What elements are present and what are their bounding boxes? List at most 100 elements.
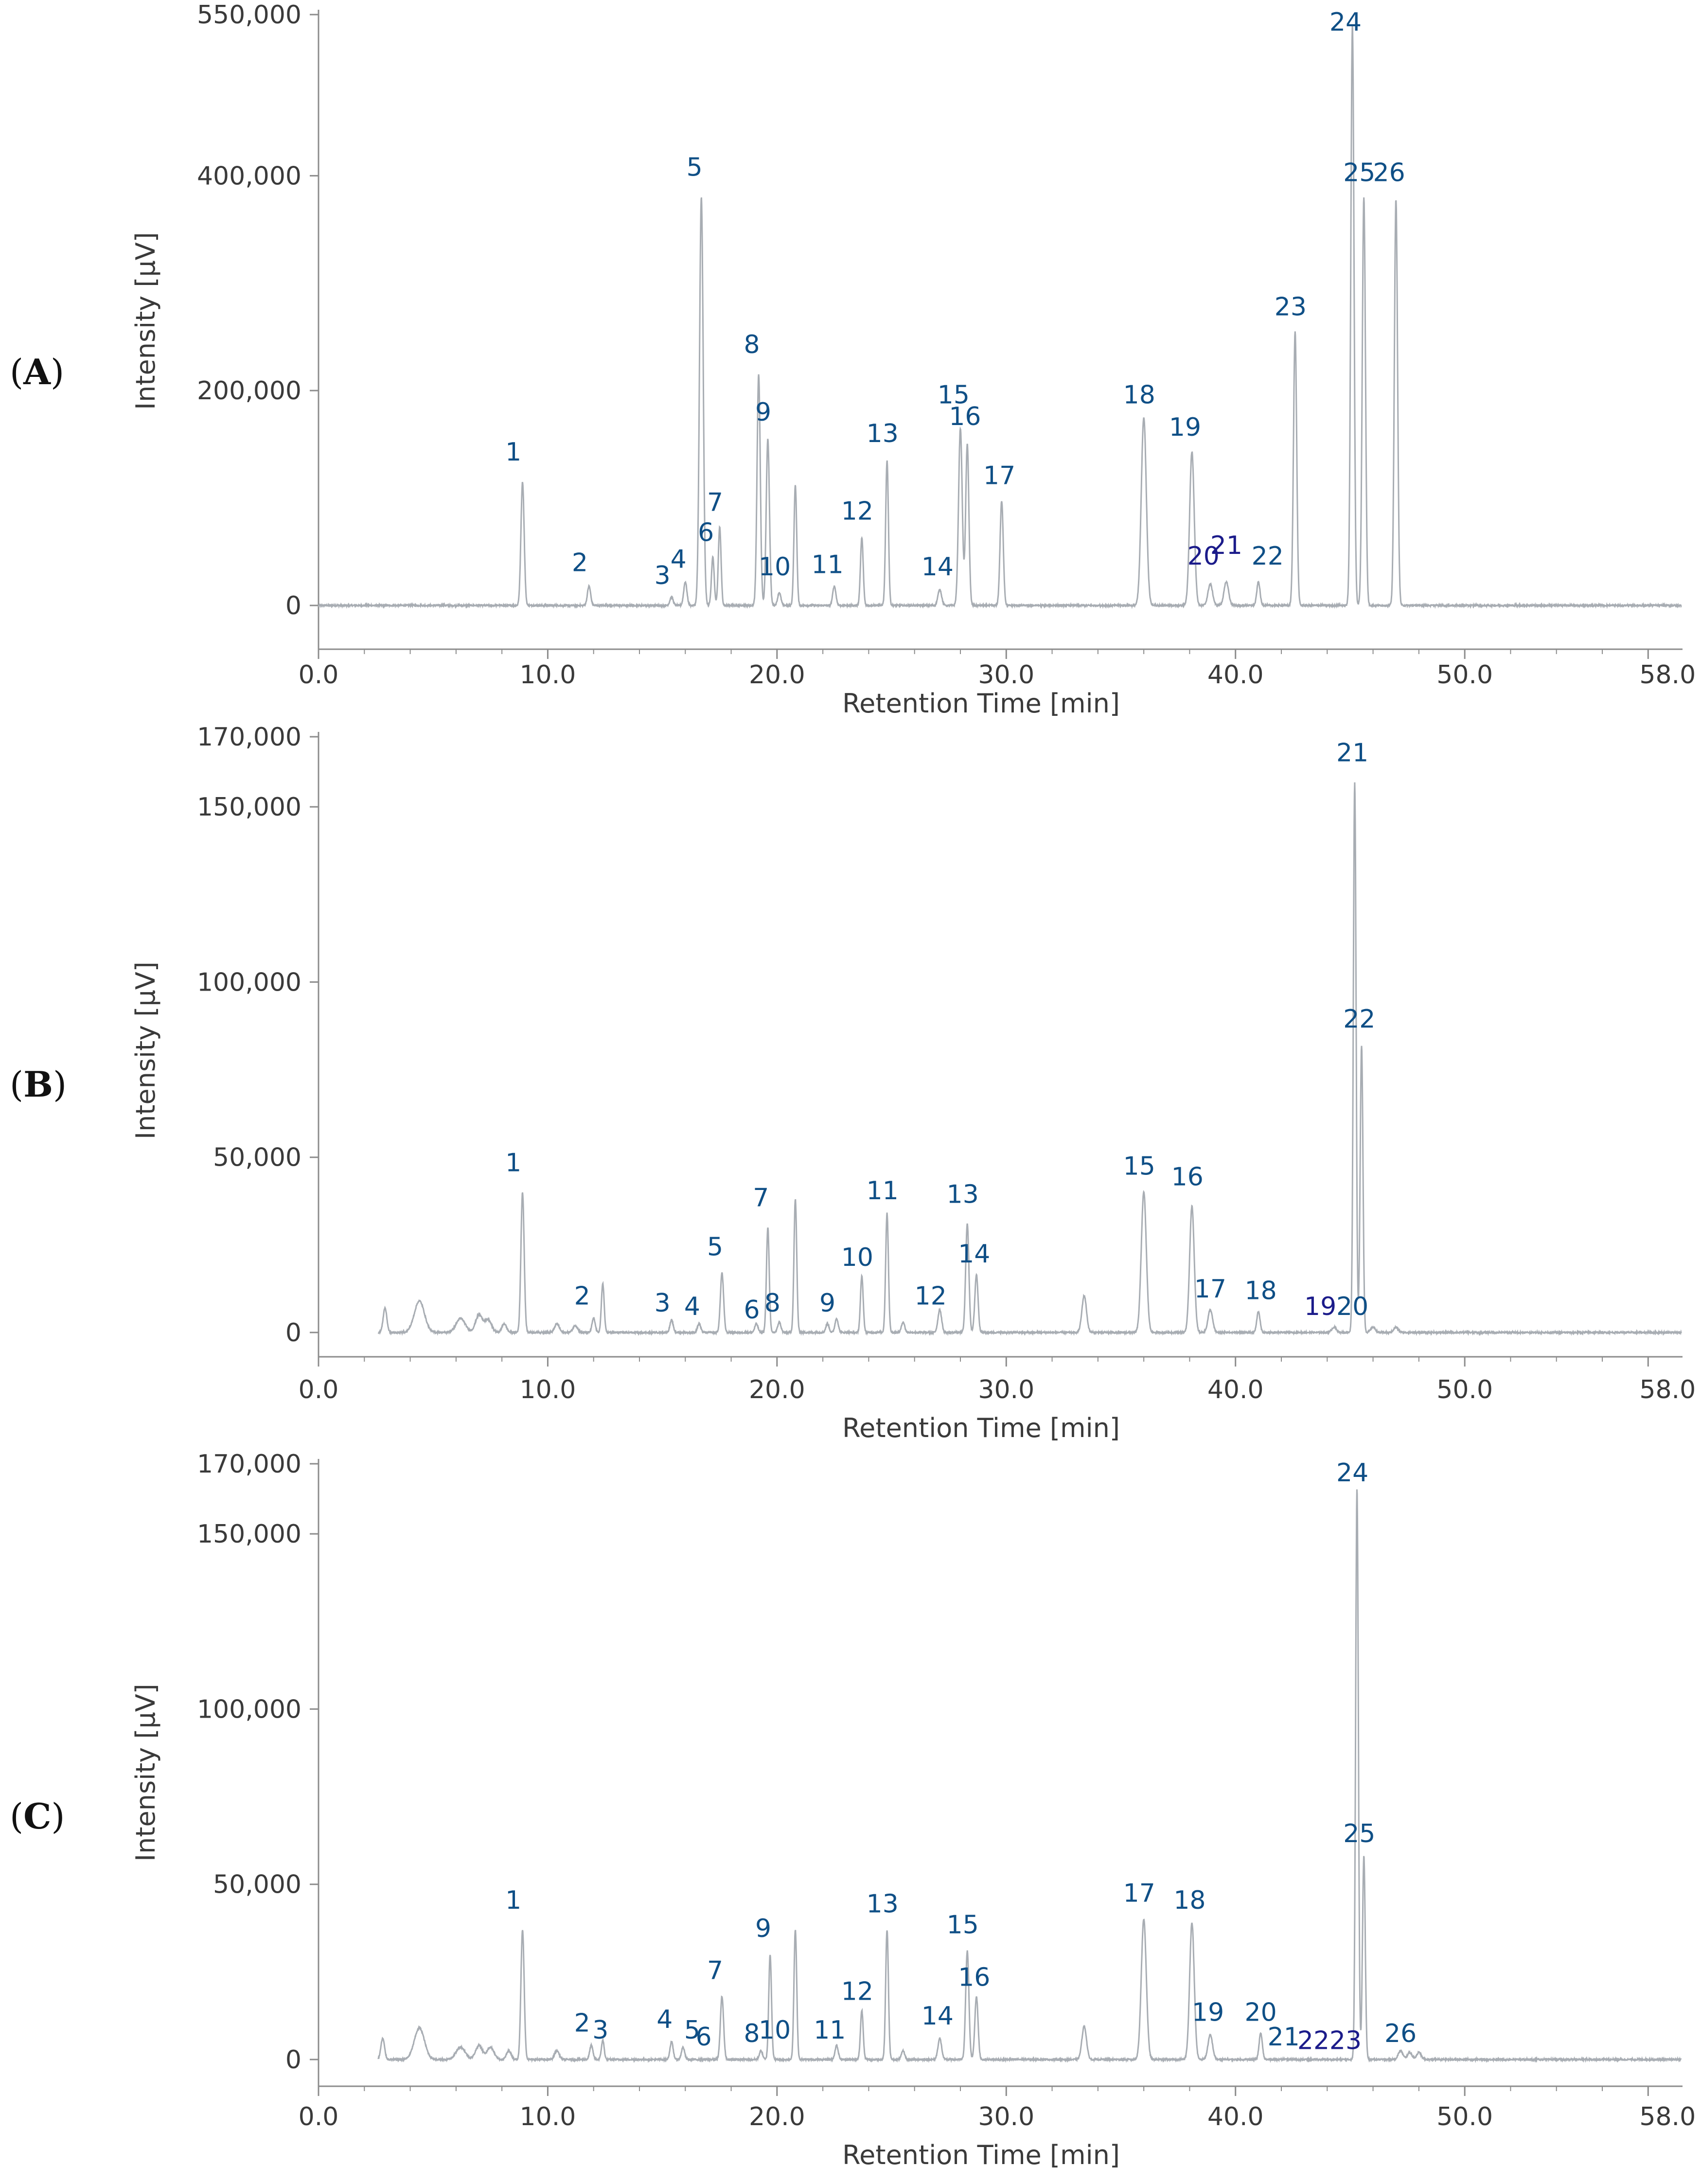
peak-label: 6 (744, 1296, 760, 1325)
peak-label: 7 (707, 1956, 723, 1985)
x-tick-label: 40.0 (1207, 2102, 1264, 2131)
x-tick-label: 0.0 (299, 2102, 339, 2131)
x-tick-label: 50.0 (1436, 1375, 1493, 1404)
peak-label: 23 (1329, 2026, 1362, 2055)
peak-label: 6 (695, 2023, 711, 2052)
chromatogram-panel-a: (A) 0 200,000 400,000 550,000 0.0 10.0 20.0 30.0… (10, 0, 1696, 719)
peak-label: 26 (1373, 158, 1405, 187)
peak-label: 16 (949, 402, 981, 431)
peak-label: 2 (572, 548, 588, 577)
y-tick-label: 200,000 (197, 376, 301, 406)
peak-label: 2 (574, 2008, 590, 2038)
peak-label: 10 (759, 2016, 791, 2045)
peak-label: 9 (755, 1914, 771, 1943)
peak-label: 22 (1297, 2026, 1329, 2055)
x-tick-label: 30.0 (978, 660, 1034, 690)
peak-label: 10 (759, 552, 791, 582)
peak-label: 19 (1169, 413, 1201, 442)
peak-label: 13 (867, 1889, 899, 1918)
peak-label: 26 (1384, 2019, 1417, 2048)
peak-label: 12 (915, 1281, 947, 1311)
chromatogram-panel-b: (B) 0 50,000 100,000 150,000 170,000 0.0 10.0 20… (10, 723, 1696, 1443)
peak-label: 11 (814, 2016, 846, 2045)
x-tick-label: 58.0 (1639, 660, 1696, 690)
peak-label: 18 (1123, 381, 1155, 410)
peak-label: 2 (574, 1281, 590, 1311)
peak-label: 8 (764, 1289, 780, 1318)
chromatogram-trace (377, 1489, 1682, 2063)
peak-label: 17 (983, 461, 1015, 490)
peak-label: 24 (1329, 8, 1362, 37)
peak-label: 20 (1336, 1292, 1368, 1321)
peak-label: 15 (947, 1911, 979, 1940)
peak-label: 18 (1244, 1277, 1276, 1306)
peak-label: 21 (1210, 531, 1242, 560)
x-tick-label: 20.0 (749, 2102, 805, 2131)
x-tick-label: 0.0 (299, 1375, 339, 1404)
peak-label: 25 (1343, 1819, 1375, 1848)
y-tick-label: 170,000 (197, 723, 301, 752)
x-tick-label: 40.0 (1207, 1375, 1264, 1404)
peak-label: 14 (958, 1240, 990, 1269)
x-tick-label: 58.0 (1639, 1375, 1696, 1404)
y-tick-label: 550,000 (197, 0, 301, 30)
peak-label: 1 (505, 1149, 521, 1178)
peak-label: 17 (1194, 1275, 1226, 1304)
x-tick-label: 10.0 (520, 2102, 576, 2131)
panel-label: (A) (10, 351, 64, 392)
peak-label: 16 (1171, 1162, 1204, 1191)
peak-label: 17 (1123, 1879, 1155, 1908)
panel-label: (B) (10, 1064, 67, 1105)
x-tick-label: 50.0 (1436, 2102, 1493, 2131)
x-axis-title: Retention Time [min] (842, 2140, 1120, 2170)
peak-label: 9 (819, 1289, 835, 1318)
x-tick-label: 0.0 (299, 660, 339, 690)
y-tick-label: 100,000 (197, 968, 301, 997)
chromatogram-trace (318, 25, 1682, 609)
y-tick-label: 150,000 (197, 793, 301, 822)
peak-label: 12 (841, 1977, 873, 2006)
peak-label: 4 (684, 1292, 700, 1321)
panel-label: (C) (10, 1795, 65, 1837)
peak-label: 19 (1304, 1292, 1336, 1321)
peak-label: 13 (867, 419, 899, 448)
peak-label: 4 (656, 2005, 673, 2034)
chromatogram-trace (377, 782, 1682, 1336)
peak-label: 5 (707, 1232, 723, 1261)
x-axis-title: Retention Time [min] (842, 688, 1120, 719)
peak-label: 15 (1123, 1152, 1155, 1181)
y-tick-label: 50,000 (213, 1870, 301, 1900)
peak-label: 5 (684, 2016, 700, 2045)
peak-label: 19 (1192, 1998, 1224, 2027)
x-axis-title: Retention Time [min] (842, 1413, 1120, 1443)
peak-label: 3 (592, 2016, 608, 2045)
peak-label: 24 (1336, 1458, 1368, 1488)
y-axis-title: Intensity [µV] (130, 1684, 161, 1862)
peak-label: 20 (1187, 542, 1220, 571)
x-tick-label: 30.0 (978, 2102, 1034, 2131)
x-tick-label: 20.0 (749, 1375, 805, 1404)
x-tick-label: 20.0 (749, 660, 805, 690)
peak-label: 14 (921, 2002, 954, 2031)
peak-label: 12 (841, 497, 873, 526)
peak-label: 3 (655, 561, 671, 590)
y-axis-title: Intensity [µV] (130, 961, 161, 1139)
y-tick-label: 170,000 (197, 1450, 301, 1479)
peak-label: 3 (655, 1289, 671, 1318)
peak-label: 20 (1244, 1998, 1276, 2027)
y-tick-label: 0 (285, 2045, 301, 2075)
peak-label: 23 (1275, 293, 1307, 322)
peak-label: 22 (1343, 1005, 1375, 1034)
peak-label: 7 (753, 1184, 769, 1213)
peak-label: 16 (958, 1963, 990, 1992)
chromatogram-panel-c: (C) 0 50,000 100,000 150,000 170,000 0.0 10.0 20… (10, 1450, 1696, 2170)
peak-label: 13 (947, 1180, 979, 1209)
peak-label: 7 (707, 488, 723, 517)
y-tick-label: 150,000 (197, 1520, 301, 1549)
y-tick-label: 400,000 (197, 161, 301, 191)
peak-label: 6 (698, 518, 714, 547)
peak-label: 11 (811, 550, 843, 580)
y-axis-title: Intensity [µV] (130, 232, 161, 410)
x-tick-label: 40.0 (1207, 660, 1264, 690)
